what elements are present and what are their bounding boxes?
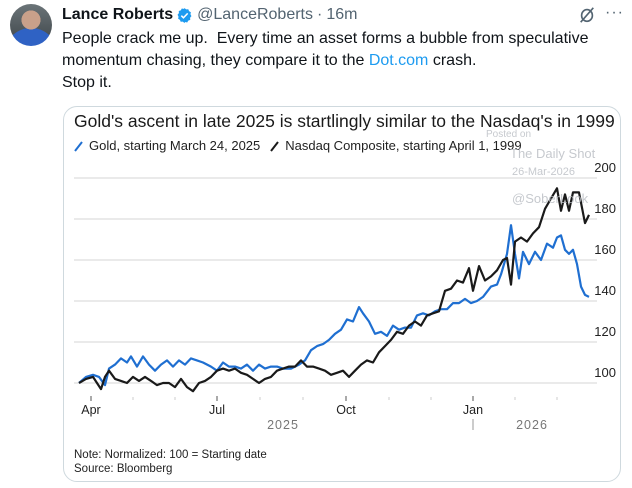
grok-icon[interactable] bbox=[578, 6, 596, 24]
chart-image-card[interactable]: Gold's ascent in late 2025 is startlingl… bbox=[63, 106, 621, 482]
legend-swatch-gold-icon bbox=[74, 140, 83, 152]
tweet-line-2-text: momentum chasing, they compare it to the bbox=[62, 52, 369, 69]
timestamp[interactable]: 16m bbox=[326, 6, 358, 23]
tweet-line-1: People crack me up. Every time an asset … bbox=[62, 30, 589, 47]
more-options-icon[interactable]: ··· bbox=[605, 4, 624, 21]
dotcom-link[interactable]: Dot.com bbox=[368, 52, 429, 69]
gold-series-line bbox=[78, 224, 590, 387]
chart-source: Source: Bloomberg bbox=[74, 463, 173, 475]
tweet-line-3: Stop it. bbox=[62, 74, 112, 91]
legend-item-gold: Gold, starting March 24, 2025 bbox=[74, 138, 260, 153]
watermark-posted-on: Posted on bbox=[486, 129, 532, 140]
year-label: 2026 bbox=[516, 418, 548, 432]
legend-label-nasdaq: Nasdaq Composite, starting April 1, 1999 bbox=[285, 138, 522, 153]
chart-note: Note: Normalized: 100 = Starting date bbox=[74, 449, 267, 461]
watermark-date: 26-Mar-2026 bbox=[512, 166, 575, 178]
chart-footnote: Note: Normalized: 100 = Starting date So… bbox=[74, 448, 267, 476]
legend-swatch-nasdaq-icon bbox=[270, 140, 280, 152]
author-handle[interactable]: @LanceRoberts bbox=[197, 6, 313, 23]
verified-badge-icon bbox=[177, 7, 192, 23]
y-tick-label: 120 bbox=[594, 324, 616, 339]
nasdaq-series-line bbox=[78, 187, 590, 393]
x-tick-label: Jul bbox=[209, 403, 225, 417]
author-name[interactable]: Lance Roberts bbox=[62, 6, 174, 23]
tweet-text: People crack me up. Every time an asset … bbox=[62, 28, 622, 94]
watermark-handle: @SoberLook bbox=[512, 191, 589, 206]
x-tick-label: Apr bbox=[81, 403, 100, 417]
tweet-line-2-end: crash. bbox=[428, 52, 477, 69]
legend-item-nasdaq: Nasdaq Composite, starting April 1, 1999 bbox=[270, 138, 522, 153]
y-tick-label: 140 bbox=[594, 283, 616, 298]
x-tick-label: Oct bbox=[336, 403, 356, 417]
x-tick-label: Jan bbox=[463, 403, 483, 417]
watermark-daily-shot: The Daily Shot bbox=[510, 146, 596, 161]
legend-label-gold: Gold, starting March 24, 2025 bbox=[89, 138, 261, 153]
y-tick-label: 100 bbox=[594, 365, 616, 380]
y-tick-label: 200 bbox=[594, 160, 616, 175]
separator-dot: · bbox=[317, 6, 323, 23]
year-label: 2025 bbox=[267, 418, 299, 432]
line-chart: 100 120 140 160 180 200 Apr Jul Oct Jan 2025 2026 bbox=[74, 160, 616, 432]
y-tick-label: 180 bbox=[594, 201, 616, 216]
tweet-header: Lance Roberts @LanceRoberts · 16m bbox=[62, 5, 622, 25]
chart-legend: Gold, starting March 24, 2025 Nasdaq Com… bbox=[74, 138, 532, 153]
tweet-line-2: momentum chasing, they compare it to the… bbox=[62, 50, 622, 72]
avatar[interactable] bbox=[10, 4, 52, 46]
y-tick-label: 160 bbox=[594, 242, 616, 257]
chart-title: Gold's ascent in late 2025 is startlingl… bbox=[74, 111, 615, 131]
